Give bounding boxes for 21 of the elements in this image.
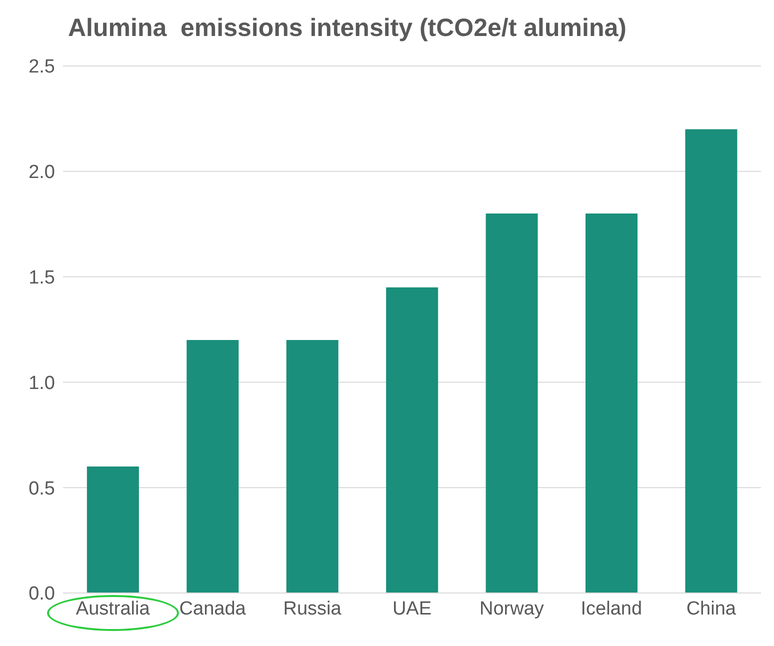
bar <box>86 466 139 593</box>
y-tick-label: 1.0 <box>28 372 55 394</box>
x-tick-label: China <box>686 598 736 620</box>
y-tick-label: 1.5 <box>28 268 55 289</box>
x-tick-label: UAE <box>392 598 432 620</box>
bar <box>286 340 338 593</box>
bar <box>186 340 239 593</box>
y-tick-label: 0.5 <box>28 478 55 500</box>
bar <box>486 214 538 593</box>
y-tick-label: 0.0 <box>28 584 55 605</box>
x-tick-label: Russia <box>283 598 342 620</box>
x-tick-label: Norway <box>480 598 544 620</box>
chart-title: Alumina emissions intensity (tCO2e/t alumina) <box>67 13 628 44</box>
x-tick-label: Australia <box>76 598 150 620</box>
x-tick-label: Iceland <box>580 598 642 620</box>
x-tick-label: Canada <box>179 598 246 620</box>
y-tick-label: 2.5 <box>28 56 55 78</box>
bar <box>586 214 638 593</box>
bar <box>685 129 738 593</box>
bar <box>386 287 438 593</box>
y-tick-label: 2.0 <box>28 162 55 184</box>
